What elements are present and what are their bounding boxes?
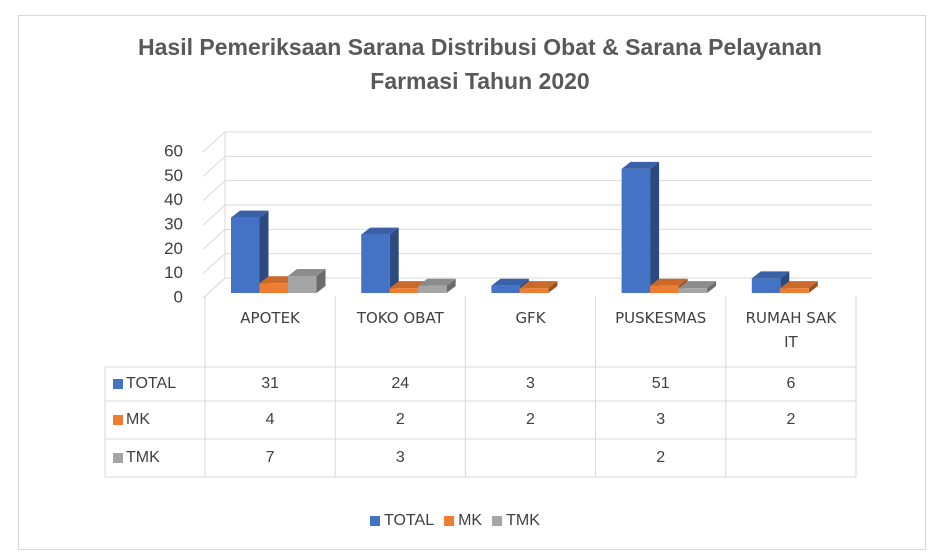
x-tick-label: RUMAH SAKIT <box>745 309 837 351</box>
bar-top <box>361 227 399 235</box>
chart-title: Hasil Pemeriksaan Sarana Distribusi Obat… <box>138 34 822 94</box>
x-tick-label: PUSKESMAS <box>615 309 707 327</box>
bar <box>361 234 390 293</box>
legend-key <box>492 516 503 526</box>
bar-side <box>650 161 660 293</box>
bar-top <box>288 268 326 276</box>
x-tick-label: GFK <box>515 309 546 327</box>
legend-label: TOTAL <box>384 512 434 529</box>
legend-label: TMK <box>506 512 540 529</box>
y-tick-label: 50 <box>164 166 183 185</box>
bar <box>418 285 447 293</box>
table-value: 2 <box>396 411 405 428</box>
category-cell: APOTEK <box>240 309 300 327</box>
bar-side <box>389 227 399 293</box>
bar <box>519 288 549 293</box>
y-tick-label: 10 <box>164 263 183 282</box>
y-tick-label: 0 <box>174 287 183 306</box>
bar <box>780 288 809 293</box>
table-value: 31 <box>261 375 279 392</box>
title-box: Hasil Pemeriksaan Sarana Distribusi Obat… <box>138 34 822 94</box>
grid-line <box>202 131 872 153</box>
table-value: 6 <box>786 375 795 392</box>
table-value: 3 <box>526 375 535 392</box>
legend-key <box>370 516 380 526</box>
bar <box>288 275 317 293</box>
bar-top <box>491 278 529 286</box>
legend-key <box>444 516 455 526</box>
bar-top <box>650 278 688 286</box>
bar-side <box>548 281 558 293</box>
category-cell: RUMAH SAKIT <box>745 309 837 351</box>
table-value: 2 <box>656 449 665 466</box>
bar-top <box>231 210 269 218</box>
category-cell: PUSKESMAS <box>615 309 707 327</box>
table-legend-key <box>113 453 123 463</box>
x-tick-label: APOTEK <box>240 309 300 327</box>
table-value: 3 <box>396 449 405 466</box>
bar <box>678 288 708 293</box>
y-tick-label: 60 <box>164 141 183 160</box>
table-value: 4 <box>266 411 275 428</box>
table-value: 24 <box>391 375 409 392</box>
bar <box>621 168 651 293</box>
bar-side <box>316 268 326 293</box>
table-value: 7 <box>266 449 275 466</box>
table-row-label: TMK <box>126 449 160 466</box>
x-tick-label: TOKO OBAT <box>356 309 444 327</box>
bar <box>259 283 288 293</box>
bar <box>650 285 679 293</box>
bar <box>389 288 419 293</box>
bar-top <box>780 281 818 289</box>
bar-top <box>418 278 456 286</box>
bar-top <box>678 281 717 289</box>
table-value: 2 <box>526 411 535 428</box>
bar <box>491 285 520 293</box>
legend-label: MK <box>458 512 482 529</box>
grid-line <box>202 155 872 177</box>
bar-top <box>259 276 297 284</box>
table-value: 2 <box>786 411 795 428</box>
table-value: 51 <box>652 375 670 392</box>
table-legend-key <box>113 415 123 425</box>
table-row-label: MK <box>126 411 150 428</box>
y-tick-label: 40 <box>164 190 183 209</box>
table-legend-key <box>113 379 123 389</box>
bar-top <box>751 271 790 279</box>
bar-top <box>519 281 558 289</box>
bar-side <box>446 278 456 293</box>
bar <box>751 278 781 293</box>
bar-side <box>259 210 269 293</box>
category-cell: GFK <box>515 309 546 327</box>
bar-top <box>389 281 428 289</box>
y-tick-label: 30 <box>164 214 183 233</box>
bar-side <box>707 281 717 293</box>
bar <box>231 217 260 293</box>
table-value: 3 <box>656 411 665 428</box>
bar-side <box>808 281 818 293</box>
category-cell: TOKO OBAT <box>356 309 444 327</box>
table-row-label: TOTAL <box>126 375 176 392</box>
y-tick-label: 20 <box>164 239 183 258</box>
bar-top <box>621 161 660 169</box>
